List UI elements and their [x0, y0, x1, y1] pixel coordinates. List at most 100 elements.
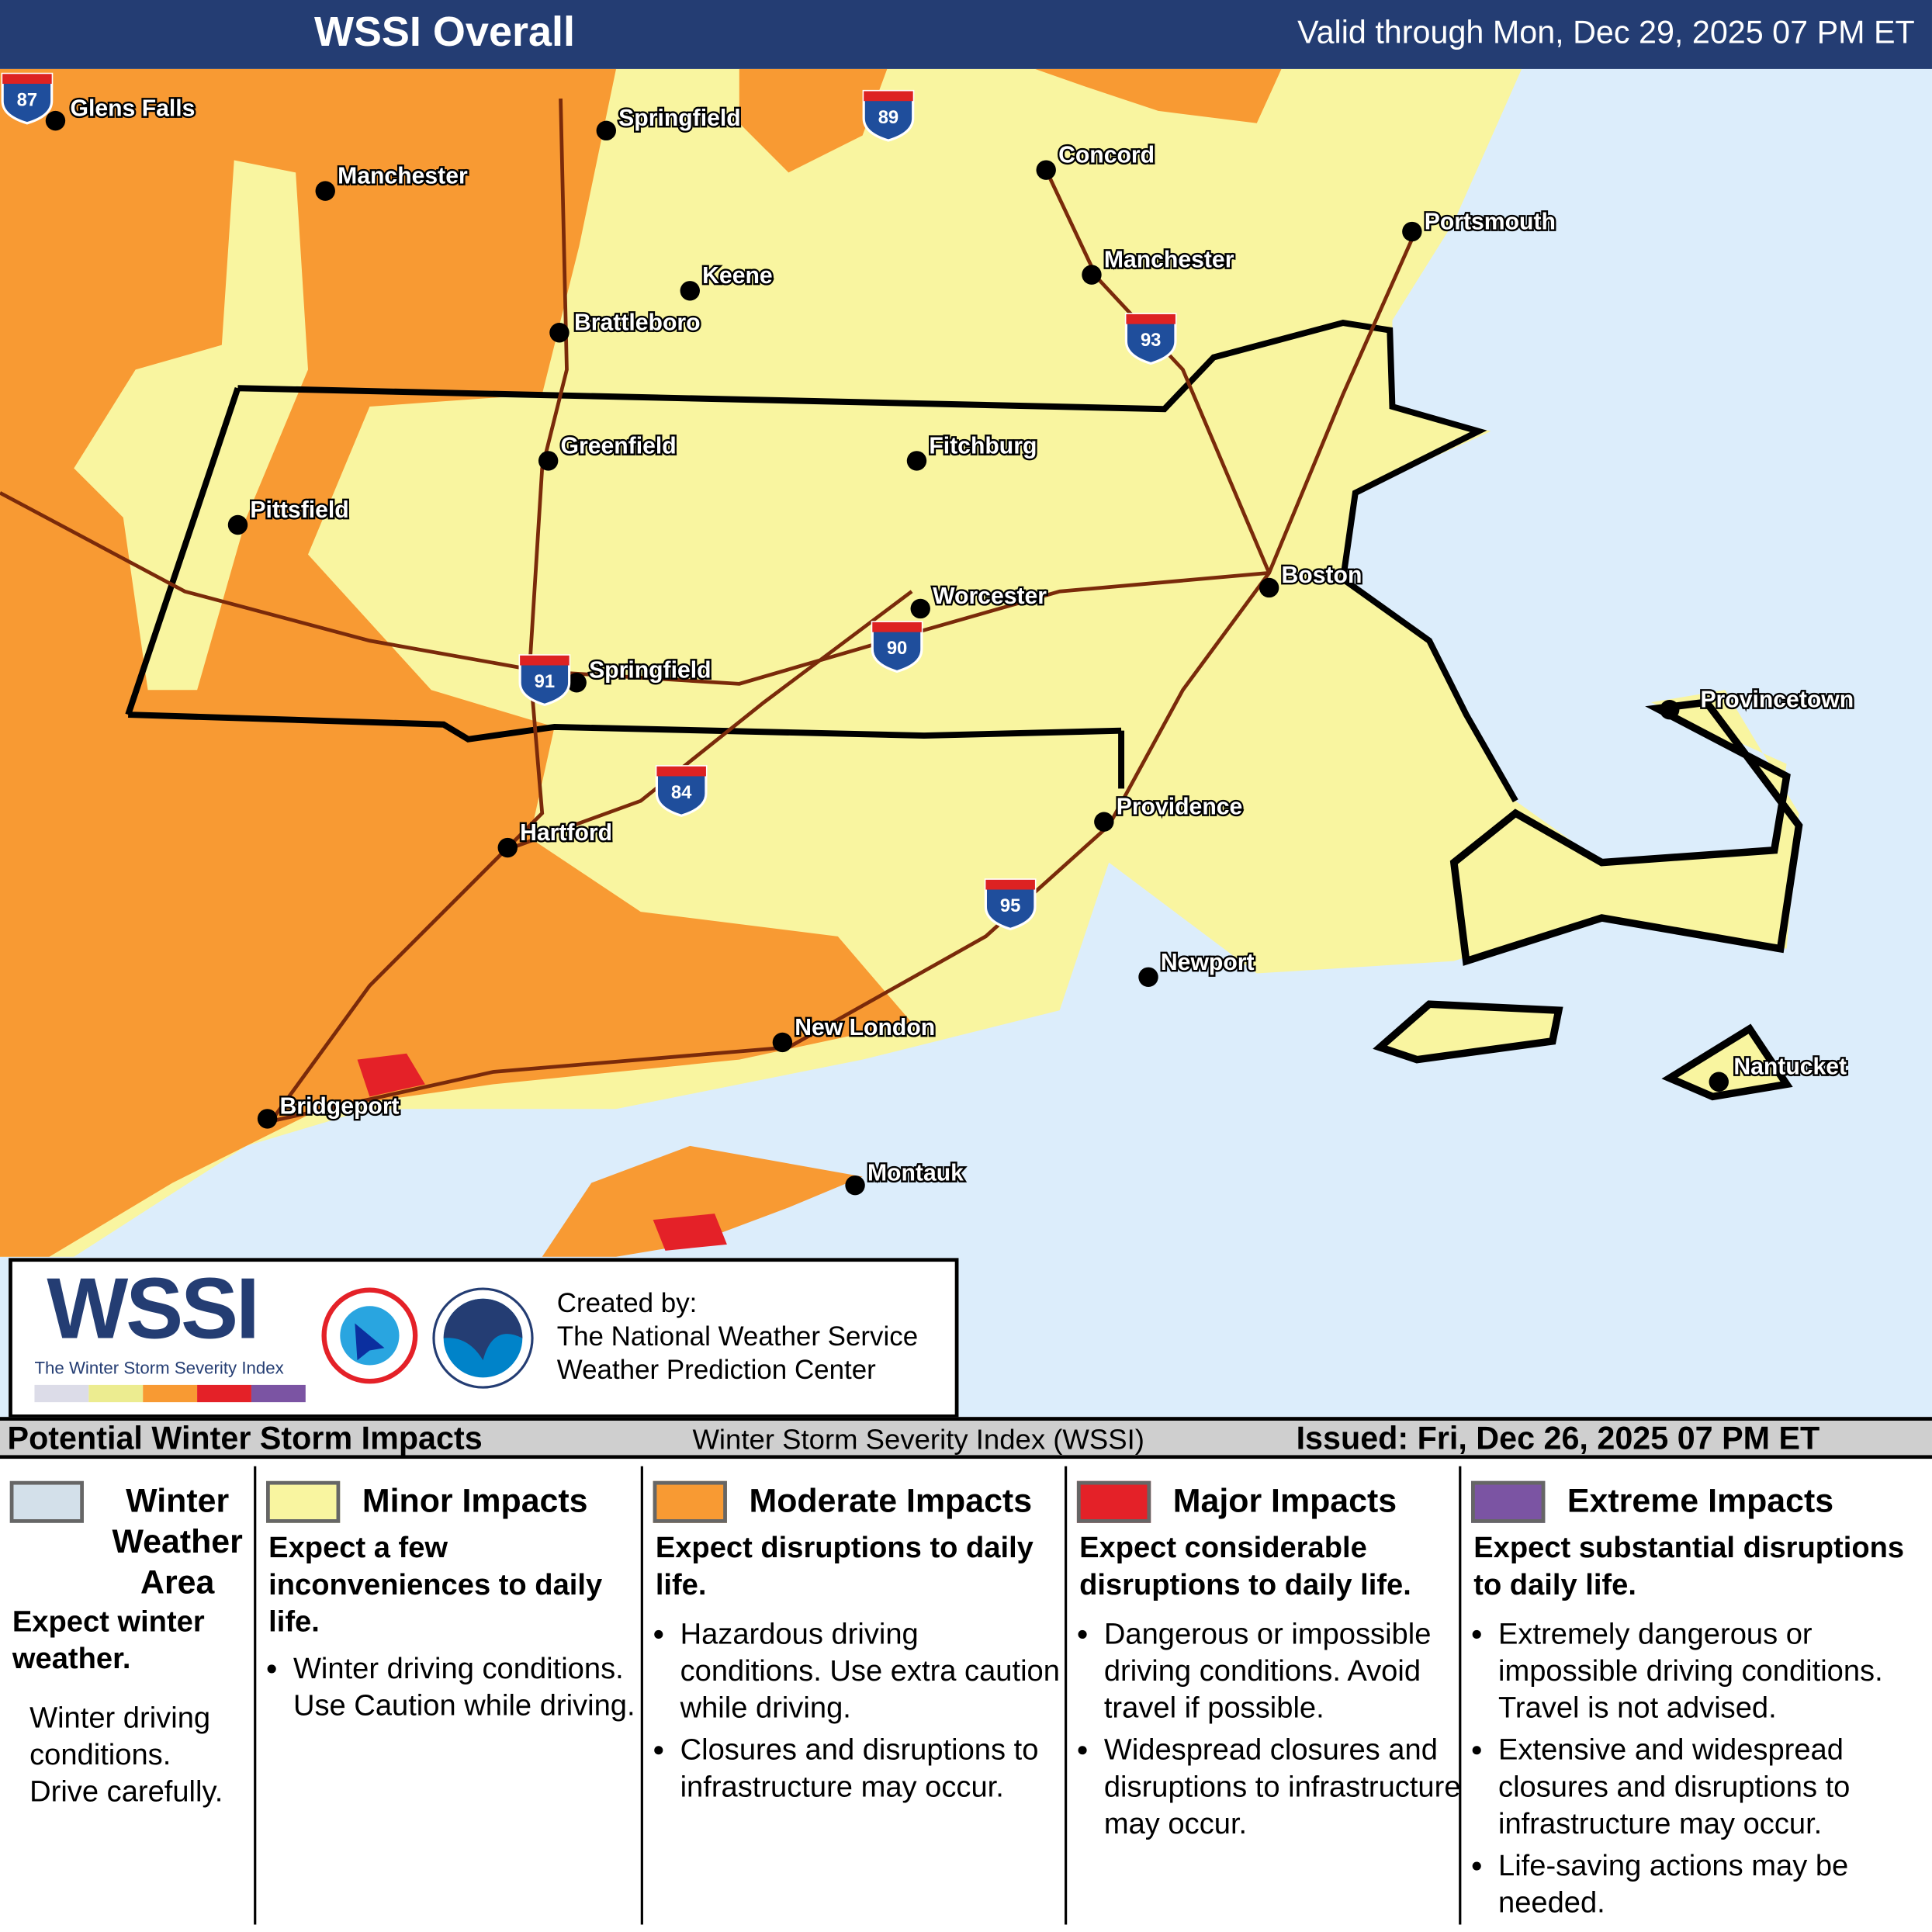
cities: Glens Falls Springfield Manchester Concord P… — [45, 94, 1856, 1196]
interstate-shield-icon: 87 — [1, 72, 54, 125]
nantucket — [1661, 1023, 1793, 1101]
legend-title: Major Impacts — [1172, 1482, 1397, 1520]
city-dot — [772, 1032, 793, 1053]
city-dot — [549, 323, 570, 343]
nws-logo-icon — [321, 1287, 418, 1384]
city-dot — [538, 451, 559, 471]
city-dot — [497, 837, 518, 858]
city-label: Bridgeport — [279, 1094, 399, 1120]
massachusetts-border — [125, 320, 1518, 803]
city-label: Springfield — [618, 106, 740, 131]
wssi-subtitle: The Winter Storm Severity Index — [34, 1357, 284, 1378]
legend-description: Expect winter weather. — [12, 1605, 205, 1676]
interstate-shield-icon: 84 — [655, 765, 708, 817]
city-label: Provincetown — [1700, 687, 1854, 713]
city-label: Newport — [1161, 950, 1255, 975]
interstate-number: 95 — [1000, 895, 1021, 916]
city-label: Brattleboro — [574, 310, 701, 336]
city-label: Glens Falls — [71, 95, 196, 121]
interstate-shield-icon: 91 — [518, 654, 571, 706]
marthas-vineyard — [1373, 1000, 1563, 1064]
valid-time: Valid through Mon, Dec 29, 2025 07 PM ET — [1297, 13, 1915, 51]
interstate-shield-icon: 90 — [871, 621, 923, 673]
city-label: Manchester — [1104, 248, 1234, 273]
legend-bullet: Dangerous or impossible driving conditio… — [1104, 1616, 1462, 1727]
info-strip: Potential Winter Storm Impacts Winter St… — [0, 1417, 1932, 1459]
strip-center: Winter Storm Severity Index (WSSI) — [692, 1423, 1144, 1456]
legend-swatch — [266, 1480, 341, 1523]
city-label: Montauk — [867, 1160, 964, 1186]
legend-description: Expect disruptions to daily life. — [655, 1531, 1034, 1602]
wssi-logo: WSSI — [47, 1260, 260, 1357]
legend-title: Extreme Impacts — [1567, 1482, 1834, 1520]
city-dot — [227, 514, 248, 535]
created-by-label: Created by: — [556, 1287, 698, 1319]
logo-box: WSSI The Winter Storm Severity Index Cre… — [9, 1258, 959, 1418]
cape-cod — [1449, 698, 1803, 966]
long-island — [542, 1145, 863, 1257]
legend-bullets: Winter driving conditions. Drive careful… — [5, 1700, 246, 1816]
interstate-number: 90 — [887, 638, 908, 659]
legend-bullet: Extensive and widespread closures and di… — [1498, 1733, 1932, 1844]
legend-description: Expect substantial disruptions to daily … — [1473, 1531, 1905, 1602]
interstate-shield-icon: 89 — [862, 89, 915, 142]
city-dot — [680, 281, 700, 301]
legend-bullet: Life-saving actions may be needed. — [1498, 1848, 1932, 1922]
strip-title: Potential Winter Storm Impacts — [7, 1419, 483, 1457]
city-dot — [1138, 967, 1158, 987]
impact-legend: Winter Weather Area Expect winter weathe… — [0, 1459, 1932, 1932]
interstate-number: 93 — [1141, 330, 1162, 351]
city-dot — [1094, 812, 1114, 832]
legend-column: Minor Impacts Expect a few inconvenience… — [254, 1466, 641, 1925]
interstate-shield-icon: 95 — [984, 878, 1037, 931]
legend-column: Extreme Impacts Expect substantial disru… — [1459, 1466, 1932, 1925]
map-title: WSSI Overall — [313, 9, 576, 56]
city-label: Boston — [1282, 563, 1362, 588]
legend-column: Moderate Impacts Expect disruptions to d… — [640, 1466, 1067, 1925]
noaa-logo-icon — [432, 1287, 534, 1389]
city-label: Hartford — [520, 820, 612, 846]
city-label: Concord — [1058, 143, 1155, 168]
legend-title: Moderate Impacts — [749, 1482, 1033, 1520]
legend-column: Major Impacts Expect considerable disrup… — [1065, 1466, 1461, 1925]
issued-time: Issued: Fri, Dec 26, 2025 07 PM ET — [1296, 1419, 1820, 1457]
legend-bullet: Closures and disruptions to infrastructu… — [680, 1733, 1068, 1806]
legend-bullet: Extremely dangerous or impossible drivin… — [1498, 1616, 1932, 1727]
legend-bullet: Winter driving conditions. Drive careful… — [29, 1702, 223, 1809]
city-label: Nantucket — [1733, 1054, 1847, 1080]
legend-bullet: Widespread closures and disruptions to i… — [1104, 1733, 1462, 1844]
created-by: Created by: The National Weather Service… — [557, 1286, 918, 1387]
legend-description: Expect considerable disruptions to daily… — [1079, 1531, 1411, 1602]
interstate-shield-icon: 93 — [1124, 313, 1177, 365]
legend-swatch — [9, 1480, 84, 1523]
city-label: Pittsfield — [250, 497, 348, 523]
city-label: Keene — [702, 263, 773, 289]
legend-title: Minor Impacts — [362, 1482, 588, 1520]
land-minor-west — [74, 160, 309, 691]
city-label: Providence — [1117, 795, 1243, 820]
org-nws: The National Weather Service — [556, 1321, 919, 1352]
legend-bullet: Winter driving conditions. Use Caution w… — [293, 1651, 643, 1725]
city-dot — [1660, 699, 1680, 720]
legend-bullets: Extremely dangerous or impossible drivin… — [1473, 1616, 1932, 1927]
city-dot — [1709, 1072, 1729, 1092]
roads — [0, 98, 1419, 1124]
interstate-number: 91 — [535, 671, 556, 692]
city-dot — [1402, 221, 1422, 242]
legend-column: Winter Weather Area Expect winter weathe… — [0, 1466, 254, 1925]
legend-bullets: Winter driving conditions. Use Caution w… — [268, 1651, 643, 1730]
city-dot — [257, 1109, 278, 1129]
legend-description: Expect a few inconveniences to daily lif… — [268, 1531, 603, 1639]
interstate-number: 84 — [671, 782, 692, 803]
city-label: Springfield — [589, 657, 711, 683]
city-dot — [315, 181, 335, 201]
header-bar: WSSI Overall Valid through Mon, Dec 29, … — [0, 0, 1932, 69]
legend-swatch — [1471, 1480, 1546, 1523]
major-area — [357, 1053, 727, 1251]
legend-bullets: Hazardous driving conditions. Use extra … — [656, 1616, 1067, 1811]
city-dot — [1036, 160, 1056, 180]
legend-bullets: Dangerous or impossible driving conditio… — [1079, 1616, 1461, 1848]
city-label: Worcester — [933, 583, 1047, 609]
interstate-number: 89 — [878, 107, 899, 128]
legend-title: Winter Weather Area — [112, 1482, 243, 1601]
